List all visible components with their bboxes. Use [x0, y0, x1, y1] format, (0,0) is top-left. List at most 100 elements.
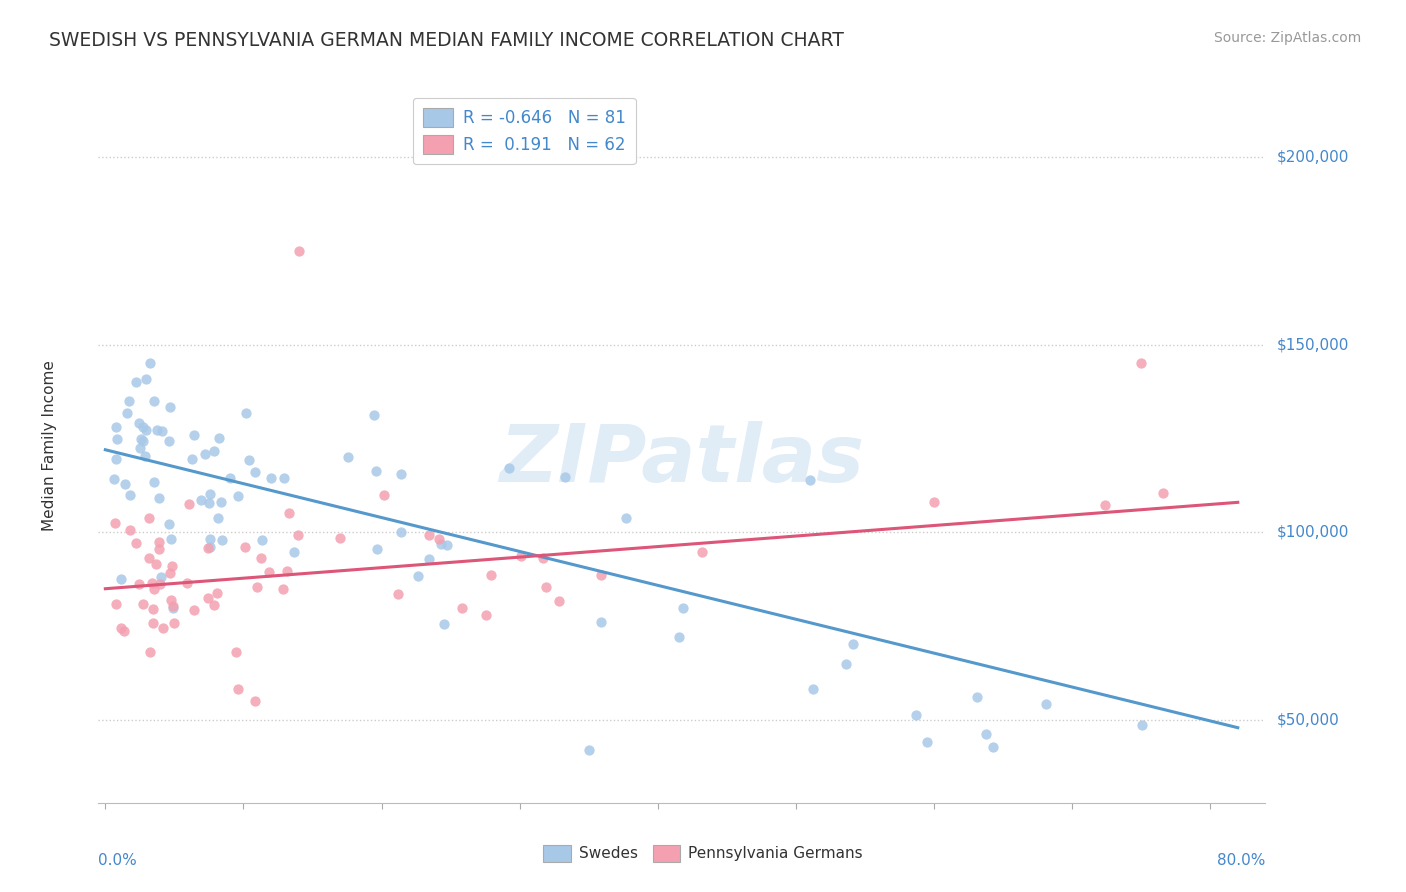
Point: [250, 550, 273, 565]
Point: [536, 580, 558, 594]
Point: [183, 603, 205, 617]
Point: [125, 536, 148, 550]
Point: [1130, 718, 1153, 732]
Point: [118, 393, 141, 408]
Point: [389, 524, 412, 539]
Point: [152, 621, 174, 635]
Point: [132, 597, 155, 611]
Point: [200, 487, 222, 501]
Point: [373, 488, 395, 502]
Point: [418, 552, 440, 566]
Point: [134, 449, 156, 463]
Point: [143, 582, 166, 596]
Point: [138, 551, 160, 566]
Point: [148, 576, 170, 591]
Point: [243, 694, 266, 708]
Point: [208, 431, 231, 445]
Point: [235, 406, 257, 420]
Text: 0.0%: 0.0%: [98, 853, 138, 868]
Point: [430, 537, 453, 551]
Point: [177, 497, 200, 511]
Point: [498, 461, 520, 475]
Point: [139, 645, 162, 659]
Point: [589, 615, 612, 629]
Legend: R = -0.646   N = 81, R =  0.191   N = 62: R = -0.646 N = 81, R = 0.191 N = 62: [413, 97, 636, 164]
Point: [132, 420, 155, 434]
Point: [246, 580, 269, 594]
Point: [110, 621, 132, 635]
Point: [226, 489, 249, 503]
Point: [1130, 356, 1153, 370]
Point: [801, 682, 824, 697]
Point: [436, 538, 458, 552]
Point: [160, 559, 183, 574]
Point: [197, 591, 219, 606]
Point: [138, 510, 160, 524]
Point: [366, 541, 388, 556]
Point: [287, 244, 309, 258]
Point: [135, 372, 157, 386]
Point: [132, 434, 155, 448]
Text: 80.0%: 80.0%: [1218, 853, 1265, 868]
Point: [387, 587, 409, 601]
Point: [105, 420, 128, 434]
Point: [209, 495, 232, 509]
Point: [104, 516, 127, 530]
Text: Median Family Income: Median Family Income: [42, 360, 56, 532]
Point: [363, 409, 385, 423]
Text: $50,000: $50,000: [1277, 713, 1340, 728]
Point: [427, 533, 450, 547]
Point: [287, 528, 309, 542]
Point: [835, 657, 858, 671]
Point: [157, 516, 180, 531]
Point: [276, 564, 298, 578]
Point: [271, 582, 294, 597]
Point: [197, 496, 219, 510]
Point: [225, 645, 247, 659]
Point: [180, 452, 202, 467]
Point: [273, 471, 295, 485]
Point: [115, 406, 138, 420]
Point: [157, 434, 180, 449]
Point: [966, 690, 988, 704]
Point: [120, 524, 142, 538]
Point: [578, 743, 600, 757]
Text: $200,000: $200,000: [1277, 149, 1348, 164]
Point: [451, 600, 474, 615]
Point: [128, 416, 150, 430]
Text: $100,000: $100,000: [1277, 524, 1348, 540]
Point: [142, 393, 165, 408]
Point: [668, 630, 690, 644]
Point: [329, 531, 352, 545]
Point: [218, 471, 240, 485]
Point: [202, 598, 225, 612]
Point: [509, 549, 531, 563]
Point: [433, 616, 456, 631]
Point: [389, 467, 412, 481]
Point: [162, 601, 184, 615]
Point: [198, 541, 221, 555]
Point: [135, 423, 157, 437]
Point: [202, 443, 225, 458]
Point: [176, 576, 198, 591]
Point: [531, 551, 554, 566]
Point: [364, 464, 387, 478]
Point: [159, 400, 181, 414]
Point: [672, 601, 695, 615]
Point: [141, 575, 163, 590]
Point: [842, 637, 865, 651]
Point: [163, 616, 186, 631]
Point: [283, 545, 305, 559]
Point: [143, 475, 166, 489]
Point: [114, 476, 136, 491]
Point: [190, 493, 212, 508]
Point: [148, 541, 170, 556]
Point: [105, 597, 128, 611]
Text: SWEDISH VS PENNSYLVANIA GERMAN MEDIAN FAMILY INCOME CORRELATION CHART: SWEDISH VS PENNSYLVANIA GERMAN MEDIAN FA…: [49, 31, 844, 50]
Point: [1094, 498, 1116, 512]
Point: [150, 424, 173, 438]
Point: [129, 441, 152, 455]
Point: [614, 511, 637, 525]
Point: [128, 577, 150, 591]
Point: [226, 682, 249, 697]
